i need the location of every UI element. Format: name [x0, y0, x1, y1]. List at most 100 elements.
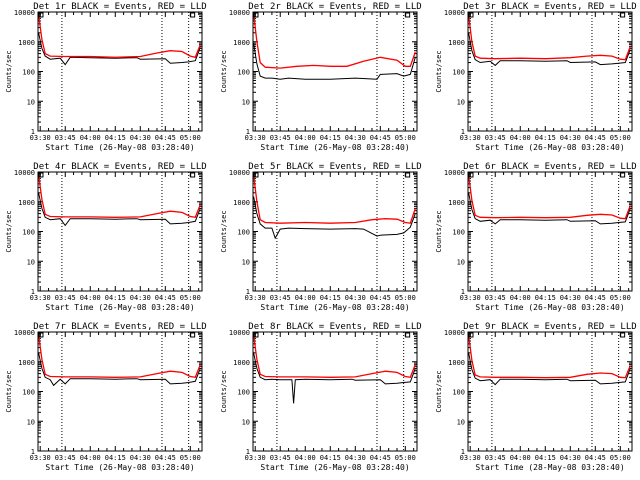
x-tick-label: 03:45 [55, 294, 76, 302]
y-tick-label: 10 [457, 418, 465, 426]
corner-marker [620, 172, 626, 178]
x-tick-label: 05:00 [180, 454, 201, 462]
plot-frame [37, 11, 203, 132]
plot-frame [37, 331, 203, 452]
y-tick-label: 1 [246, 128, 250, 136]
y-axis-label: Counts/sec [5, 210, 13, 252]
plot-frame [467, 171, 633, 292]
x-tick-label: 04:00 [510, 294, 531, 302]
y-tick-label: 10 [242, 258, 250, 266]
lld-series-line [252, 174, 416, 224]
y-tick-label: 10 [457, 98, 465, 106]
y-tick-label: 100 [237, 69, 250, 77]
x-axis-label: Start Time (26-May-08 03:28:40) [475, 143, 624, 152]
chart-title: Det 2r BLACK = Events, RED = LLD [248, 2, 421, 12]
x-tick-label: 03:30 [245, 454, 266, 462]
y-tick-label: 10000 [444, 169, 465, 177]
y-tick-label: 1000 [448, 39, 465, 47]
x-tick-label: 03:30 [30, 134, 51, 142]
y-tick-label: 100 [452, 69, 465, 77]
y-tick-label: 1000 [233, 359, 250, 367]
x-tick-label: 04:00 [295, 294, 316, 302]
y-axis-label: Counts/sec [220, 50, 228, 92]
corner-marker [620, 332, 626, 338]
x-tick-label: 04:00 [80, 454, 101, 462]
x-tick-label: 03:30 [460, 134, 481, 142]
x-tick-label: 05:00 [395, 294, 416, 302]
x-tick-label: 04:15 [105, 454, 126, 462]
x-tick-label: 03:30 [245, 134, 266, 142]
events-series-line [38, 192, 201, 227]
y-tick-label: 10 [242, 98, 250, 106]
y-tick-label: 10 [27, 98, 35, 106]
corner-marker [190, 12, 196, 18]
chart-title: Det 9r BLACK = Events, RED = LLD [463, 322, 636, 332]
x-tick-label: 05:00 [610, 134, 631, 142]
chart-panel: Det 8r BLACK = Events, RED = LLD Counts/s… [220, 322, 422, 472]
chart-title: Det 3r BLACK = Events, RED = LLD [463, 2, 636, 12]
events-series-line [253, 352, 416, 404]
chart-panel: Det 1r BLACK = Events, RED = LLD Counts/s… [5, 2, 207, 152]
lld-series-line [467, 14, 631, 61]
y-tick-label: 10000 [444, 9, 465, 17]
plot-frame [467, 331, 633, 452]
y-tick-label: 100 [22, 389, 35, 397]
y-tick-label: 10000 [229, 169, 250, 177]
x-tick-label: 05:00 [180, 294, 201, 302]
x-tick-label: 04:15 [320, 134, 341, 142]
chart-panel: Det 4r BLACK = Events, RED = LLD Counts/s… [5, 162, 207, 312]
y-tick-label: 1000 [448, 359, 465, 367]
y-tick-label: 1 [461, 448, 465, 456]
x-tick-label: 03:45 [485, 454, 506, 462]
x-tick-label: 04:45 [585, 454, 606, 462]
x-tick-label: 04:30 [130, 454, 151, 462]
corner-marker [190, 172, 196, 178]
chart-panel: Det 3r BLACK = Events, RED = LLD Counts/s… [435, 2, 637, 152]
x-axis-label: Start Time (26-May-08 03:28:40) [45, 303, 194, 312]
x-tick-label: 04:00 [80, 134, 101, 142]
x-tick-label: 03:45 [270, 454, 291, 462]
x-tick-label: 04:00 [510, 454, 531, 462]
y-tick-label: 10 [27, 258, 35, 266]
y-tick-label: 1 [461, 288, 465, 296]
chart-title: Det 7r BLACK = Events, RED = LLD [33, 322, 206, 332]
x-tick-label: 04:30 [130, 294, 151, 302]
x-tick-label: 03:45 [270, 134, 291, 142]
lld-series-line [37, 14, 201, 59]
corner-marker [405, 332, 411, 338]
y-tick-label: 10000 [14, 169, 35, 177]
events-series-line [468, 192, 631, 225]
x-tick-label: 05:00 [395, 454, 416, 462]
x-tick-label: 04:00 [510, 134, 531, 142]
y-tick-label: 10 [27, 418, 35, 426]
plot-frame [252, 331, 418, 452]
corner-marker [405, 12, 411, 18]
y-axis-label: Counts/sec [435, 370, 443, 412]
y-tick-label: 1 [461, 128, 465, 136]
y-tick-label: 1000 [18, 359, 35, 367]
events-series-line [468, 352, 631, 386]
x-axis-label: Start Time (26-May-08 03:28:40) [260, 463, 409, 472]
corner-marker [38, 12, 44, 18]
y-tick-label: 10 [242, 418, 250, 426]
corner-marker [468, 332, 474, 338]
x-tick-label: 04:00 [295, 134, 316, 142]
lld-series-line [252, 13, 416, 69]
x-tick-label: 05:00 [610, 454, 631, 462]
x-tick-label: 04:45 [585, 294, 606, 302]
x-axis-label: Start Time (28-May-08 03:28:40) [475, 463, 624, 472]
x-tick-label: 04:30 [560, 134, 581, 142]
chart-title: Det 5r BLACK = Events, RED = LLD [248, 162, 421, 172]
x-tick-label: 04:15 [535, 454, 556, 462]
y-tick-label: 10000 [229, 329, 250, 337]
events-series-line [38, 352, 201, 387]
x-tick-label: 04:15 [105, 134, 126, 142]
events-series-line [468, 32, 631, 67]
x-tick-label: 04:45 [370, 454, 391, 462]
y-tick-label: 100 [452, 389, 465, 397]
x-tick-label: 04:45 [155, 454, 176, 462]
x-tick-label: 04:45 [370, 294, 391, 302]
chart-panel: Det 6r BLACK = Events, RED = LLD Counts/s… [435, 162, 637, 312]
corner-marker [468, 172, 474, 178]
